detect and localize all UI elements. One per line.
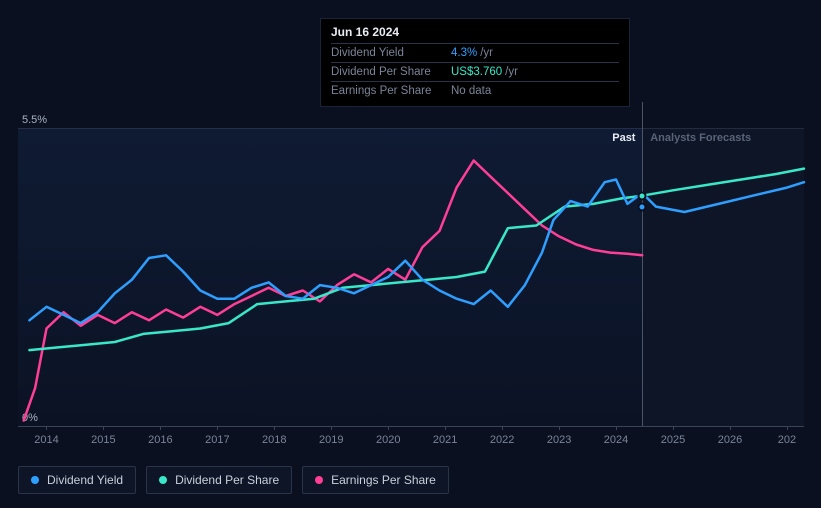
series-line-dividend-yield bbox=[29, 180, 804, 324]
legend-dot-icon bbox=[159, 476, 167, 484]
legend-label: Earnings Per Share bbox=[331, 473, 436, 487]
tooltip-row-label: Dividend Yield bbox=[331, 47, 451, 59]
tooltip-row-label: Earnings Per Share bbox=[331, 85, 451, 97]
tooltip-date: Jun 16 2024 bbox=[331, 25, 619, 43]
legend-dot-icon bbox=[315, 476, 323, 484]
series-dot-dividend-yield bbox=[638, 202, 647, 211]
tooltip-row: Dividend Yield4.3%/yr bbox=[331, 43, 619, 62]
legend: Dividend Yield Dividend Per Share Earnings… bbox=[18, 466, 449, 494]
legend-dot-icon bbox=[31, 476, 39, 484]
tooltip-row-value: 4.3% bbox=[451, 47, 477, 59]
tooltip-row: Earnings Per ShareNo data bbox=[331, 81, 619, 100]
series-dot-dividend-per-share bbox=[638, 191, 647, 200]
legend-item[interactable]: Earnings Per Share bbox=[302, 466, 449, 494]
legend-label: Dividend Per Share bbox=[175, 473, 279, 487]
legend-item[interactable]: Dividend Per Share bbox=[146, 466, 292, 494]
tooltip-row-value: No data bbox=[451, 85, 491, 97]
tooltip-row-value: US$3.760 bbox=[451, 66, 502, 78]
legend-item[interactable]: Dividend Yield bbox=[18, 466, 136, 494]
legend-label: Dividend Yield bbox=[47, 473, 123, 487]
tooltip-row-suffix: /yr bbox=[505, 66, 518, 78]
tooltip-row: Dividend Per ShareUS$3.760/yr bbox=[331, 62, 619, 81]
tooltip-row-suffix: /yr bbox=[480, 47, 493, 59]
tooltip-row-label: Dividend Per Share bbox=[331, 66, 451, 78]
tooltip: Jun 16 2024Dividend Yield4.3%/yrDividend… bbox=[320, 18, 630, 107]
